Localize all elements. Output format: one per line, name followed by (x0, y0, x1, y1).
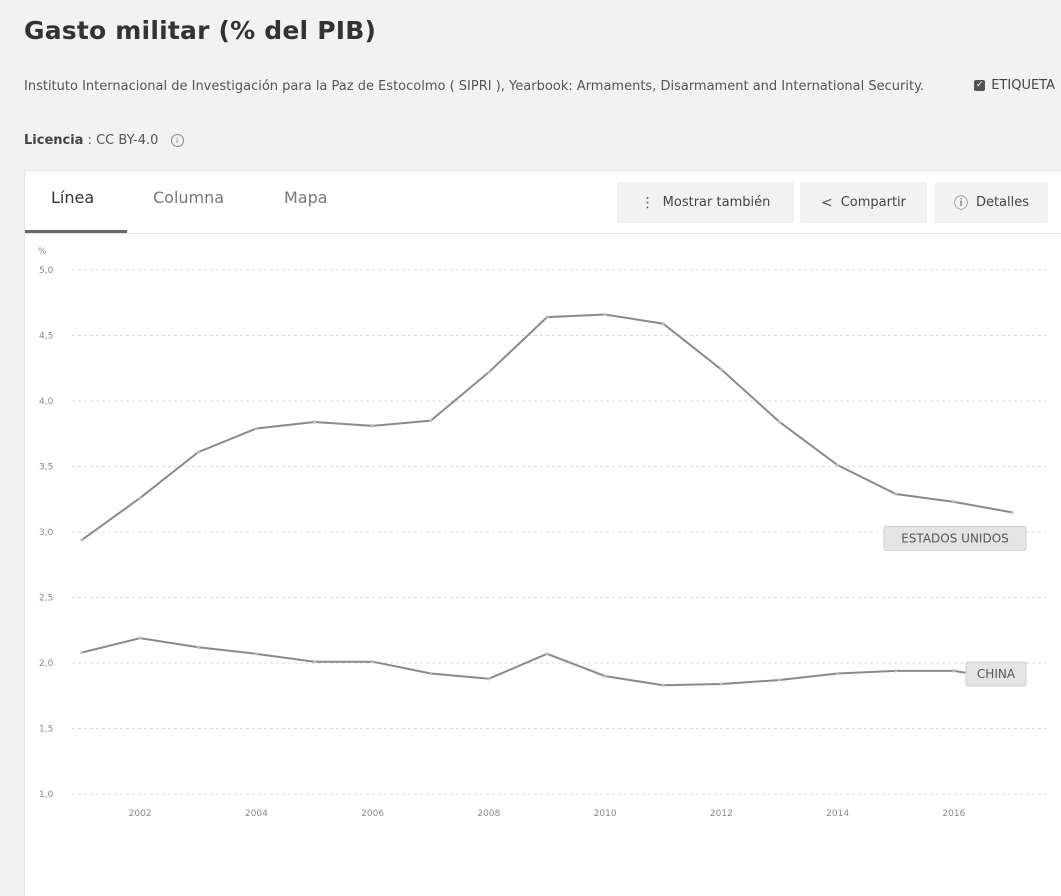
data-point (894, 669, 898, 673)
y-tick-labels: 1,0 1,5 2,0 2,5 3,0 3,5 4,0 4,5 5,0 (39, 266, 54, 800)
license: Licencia : CC BY-4.0 i (24, 133, 184, 148)
series-label-box (883, 525, 1027, 551)
data-point (371, 424, 375, 428)
data-point (603, 674, 607, 678)
x-tick-label: 2008 (477, 809, 500, 819)
more-vertical-icon: ⋮ (640, 194, 655, 211)
x-tick-label: 2010 (594, 809, 617, 819)
share-button[interactable]: < Compartir (800, 182, 927, 223)
tab-mapa[interactable]: Mapa (284, 188, 328, 207)
source-text: Instituto Internacional de Investigación… (24, 79, 925, 94)
x-tick-label: 2002 (129, 809, 152, 819)
data-point (1010, 510, 1014, 514)
y-tick-label: 2,0 (39, 659, 54, 669)
y-axis-unit: % (38, 247, 47, 257)
y-tick-label: 3,5 (39, 463, 53, 473)
data-point (487, 677, 491, 681)
data-point (429, 419, 433, 423)
x-tick-label: 2006 (361, 809, 384, 819)
data-point (777, 420, 782, 424)
data-point (312, 660, 317, 664)
share-label: Compartir (840, 195, 907, 210)
data-point (719, 367, 723, 372)
data-point (952, 669, 956, 673)
data-point (603, 312, 607, 317)
data-point (777, 678, 782, 682)
series-line-1 (81, 637, 1013, 687)
chart-tabbar: Línea Columna Mapa ⋮ Mostrar también < C… (25, 171, 1061, 234)
share-icon: < (820, 194, 833, 211)
series-label-box (965, 661, 1027, 687)
data-point (196, 450, 200, 454)
data-point (254, 652, 258, 656)
series-layer (80, 312, 1014, 687)
data-point (719, 682, 723, 686)
y-tick-label: 4,5 (39, 332, 53, 342)
details-button[interactable]: ⓘ Detalles (935, 182, 1048, 223)
data-point (312, 420, 317, 424)
label-toggle-text: ETIQUETA (991, 78, 1055, 93)
data-point (894, 492, 898, 496)
x-tick-label: 2014 (826, 809, 849, 819)
license-value: : CC BY-4.0 (87, 133, 159, 148)
show-also-button[interactable]: ⋮ Mostrar también (617, 182, 794, 223)
y-tick-label: 1,5 (39, 725, 53, 735)
data-point (952, 500, 956, 504)
details-label: Detalles (975, 195, 1030, 210)
label-toggle[interactable]: ✓ ETIQUETA (974, 78, 1055, 93)
series-label: CHINA (977, 667, 1016, 681)
checkbox-checked-icon[interactable]: ✓ (974, 80, 986, 91)
page-title: Gasto militar (% del PIB) (24, 16, 377, 45)
data-point (196, 645, 200, 649)
x-tick-label: 2012 (710, 809, 733, 819)
y-tick-label: 1,0 (39, 790, 54, 800)
data-point (429, 671, 433, 676)
show-also-label: Mostrar también (662, 195, 771, 210)
info-icon: ⓘ (953, 195, 968, 212)
data-point (836, 671, 840, 676)
data-point (138, 496, 142, 500)
tab-linea[interactable]: Línea (51, 188, 95, 207)
active-tab-indicator (25, 230, 127, 233)
x-tick-label: 2004 (245, 809, 268, 819)
data-point (661, 683, 665, 687)
data-point (138, 636, 142, 640)
license-info-icon[interactable]: i (170, 134, 184, 147)
series-labels: ESTADOS UNIDOS CHINA (883, 525, 1027, 687)
y-tick-label: 2,5 (39, 594, 53, 604)
series-label: ESTADOS UNIDOS (901, 531, 1009, 545)
data-point (836, 463, 840, 467)
tab-columna[interactable]: Columna (153, 188, 225, 207)
x-tick-label: 2016 (942, 809, 965, 819)
x-tick-labels: 2002 2004 2006 2008 2010 2012 2014 2016 (129, 809, 966, 819)
y-tick-label: 5,0 (39, 266, 54, 276)
data-point (371, 660, 375, 664)
y-tick-label: 3,0 (39, 528, 54, 538)
series-line-0 (81, 313, 1013, 541)
data-point (80, 650, 84, 655)
grid-layer (72, 269, 1048, 795)
data-point (545, 315, 549, 319)
data-point (661, 322, 665, 326)
y-tick-label: 4,0 (39, 397, 54, 407)
license-label: Licencia (24, 133, 84, 148)
data-point (545, 652, 549, 656)
data-point (254, 426, 258, 431)
data-point (80, 538, 84, 542)
data-point (487, 370, 491, 374)
